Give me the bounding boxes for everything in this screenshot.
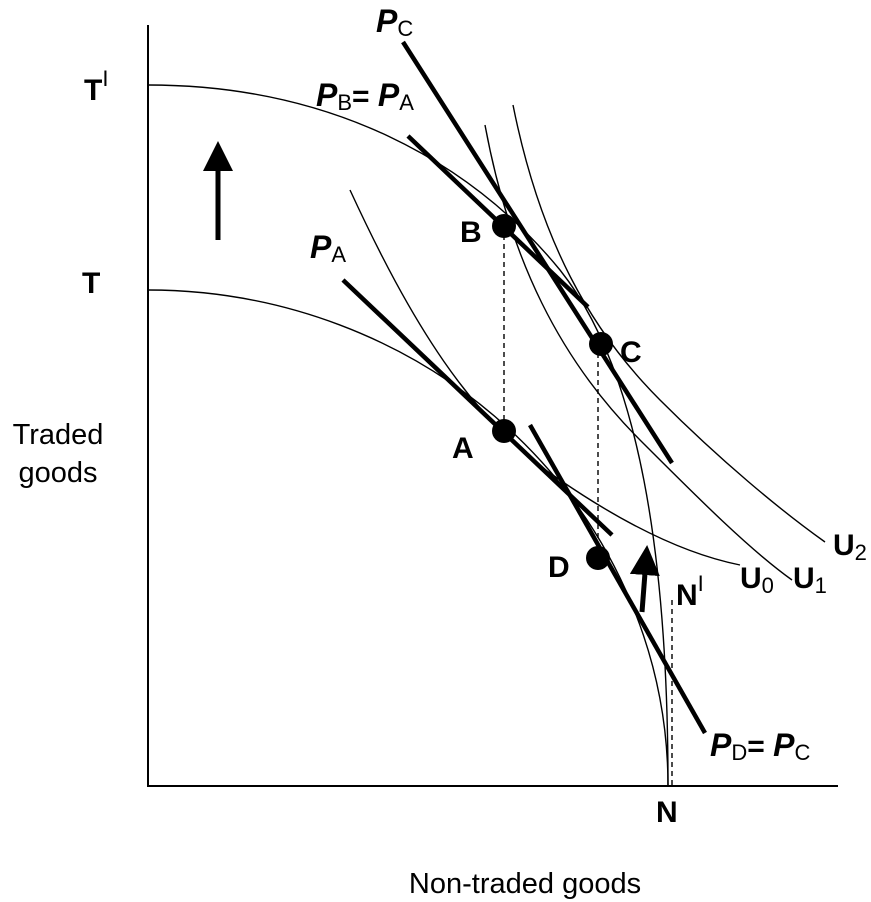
label-part: U (793, 562, 815, 595)
label-part: I (698, 571, 704, 596)
label-part: T (84, 74, 102, 107)
label-part: C (397, 16, 413, 41)
arrow (629, 545, 660, 613)
intercept-label: N (656, 796, 678, 829)
intercept-label: TI (84, 66, 108, 107)
intercept-label: T (82, 267, 100, 300)
price-line (401, 40, 674, 465)
ppf-lower (147, 289, 669, 787)
u0-curve (349, 189, 741, 566)
label-part: 2 (855, 540, 867, 565)
label-part: P (378, 77, 400, 113)
price-line (528, 423, 707, 735)
point-label: C (620, 336, 642, 369)
price-label: PB= PA (316, 77, 414, 115)
label-part: 1 (815, 573, 827, 598)
point-label: A (452, 432, 474, 465)
point-label: B (460, 216, 482, 249)
ppf-upper (147, 84, 669, 787)
y-axis-label: goods (18, 457, 97, 489)
label-part: P (376, 3, 398, 39)
price-label: PC (376, 3, 413, 41)
label-part: D (731, 740, 747, 765)
label-part: P (710, 727, 732, 763)
utility-label: U0 (740, 562, 774, 598)
label-part: N (676, 579, 698, 612)
point-label: D (548, 551, 570, 584)
label-part: = (747, 730, 773, 763)
u2-curve (512, 104, 826, 543)
price-label: PA (310, 229, 346, 267)
label-part: 0 (762, 573, 774, 598)
utility-label: U2 (833, 529, 867, 565)
label-part: C (794, 740, 810, 765)
point-dot (589, 332, 613, 356)
label-part: P (316, 77, 338, 113)
label-part: B (337, 90, 352, 115)
utility-label: U1 (793, 562, 827, 598)
x-axis-label: Non-traded goods (409, 868, 641, 900)
label-part: U (833, 529, 855, 562)
intercept-label: NI (676, 571, 704, 612)
label-part: = (352, 80, 378, 113)
point-dot (492, 214, 516, 238)
price-label: PD= PC (710, 727, 810, 765)
point-dot (492, 419, 516, 443)
label-part: U (740, 562, 762, 595)
label-part: A (331, 242, 346, 267)
label-part: P (310, 229, 332, 265)
label-part: P (773, 727, 795, 763)
label-part: A (399, 90, 414, 115)
point-dot (586, 546, 610, 570)
label-part: I (102, 66, 108, 91)
y-axis-label: Traded (13, 419, 104, 451)
